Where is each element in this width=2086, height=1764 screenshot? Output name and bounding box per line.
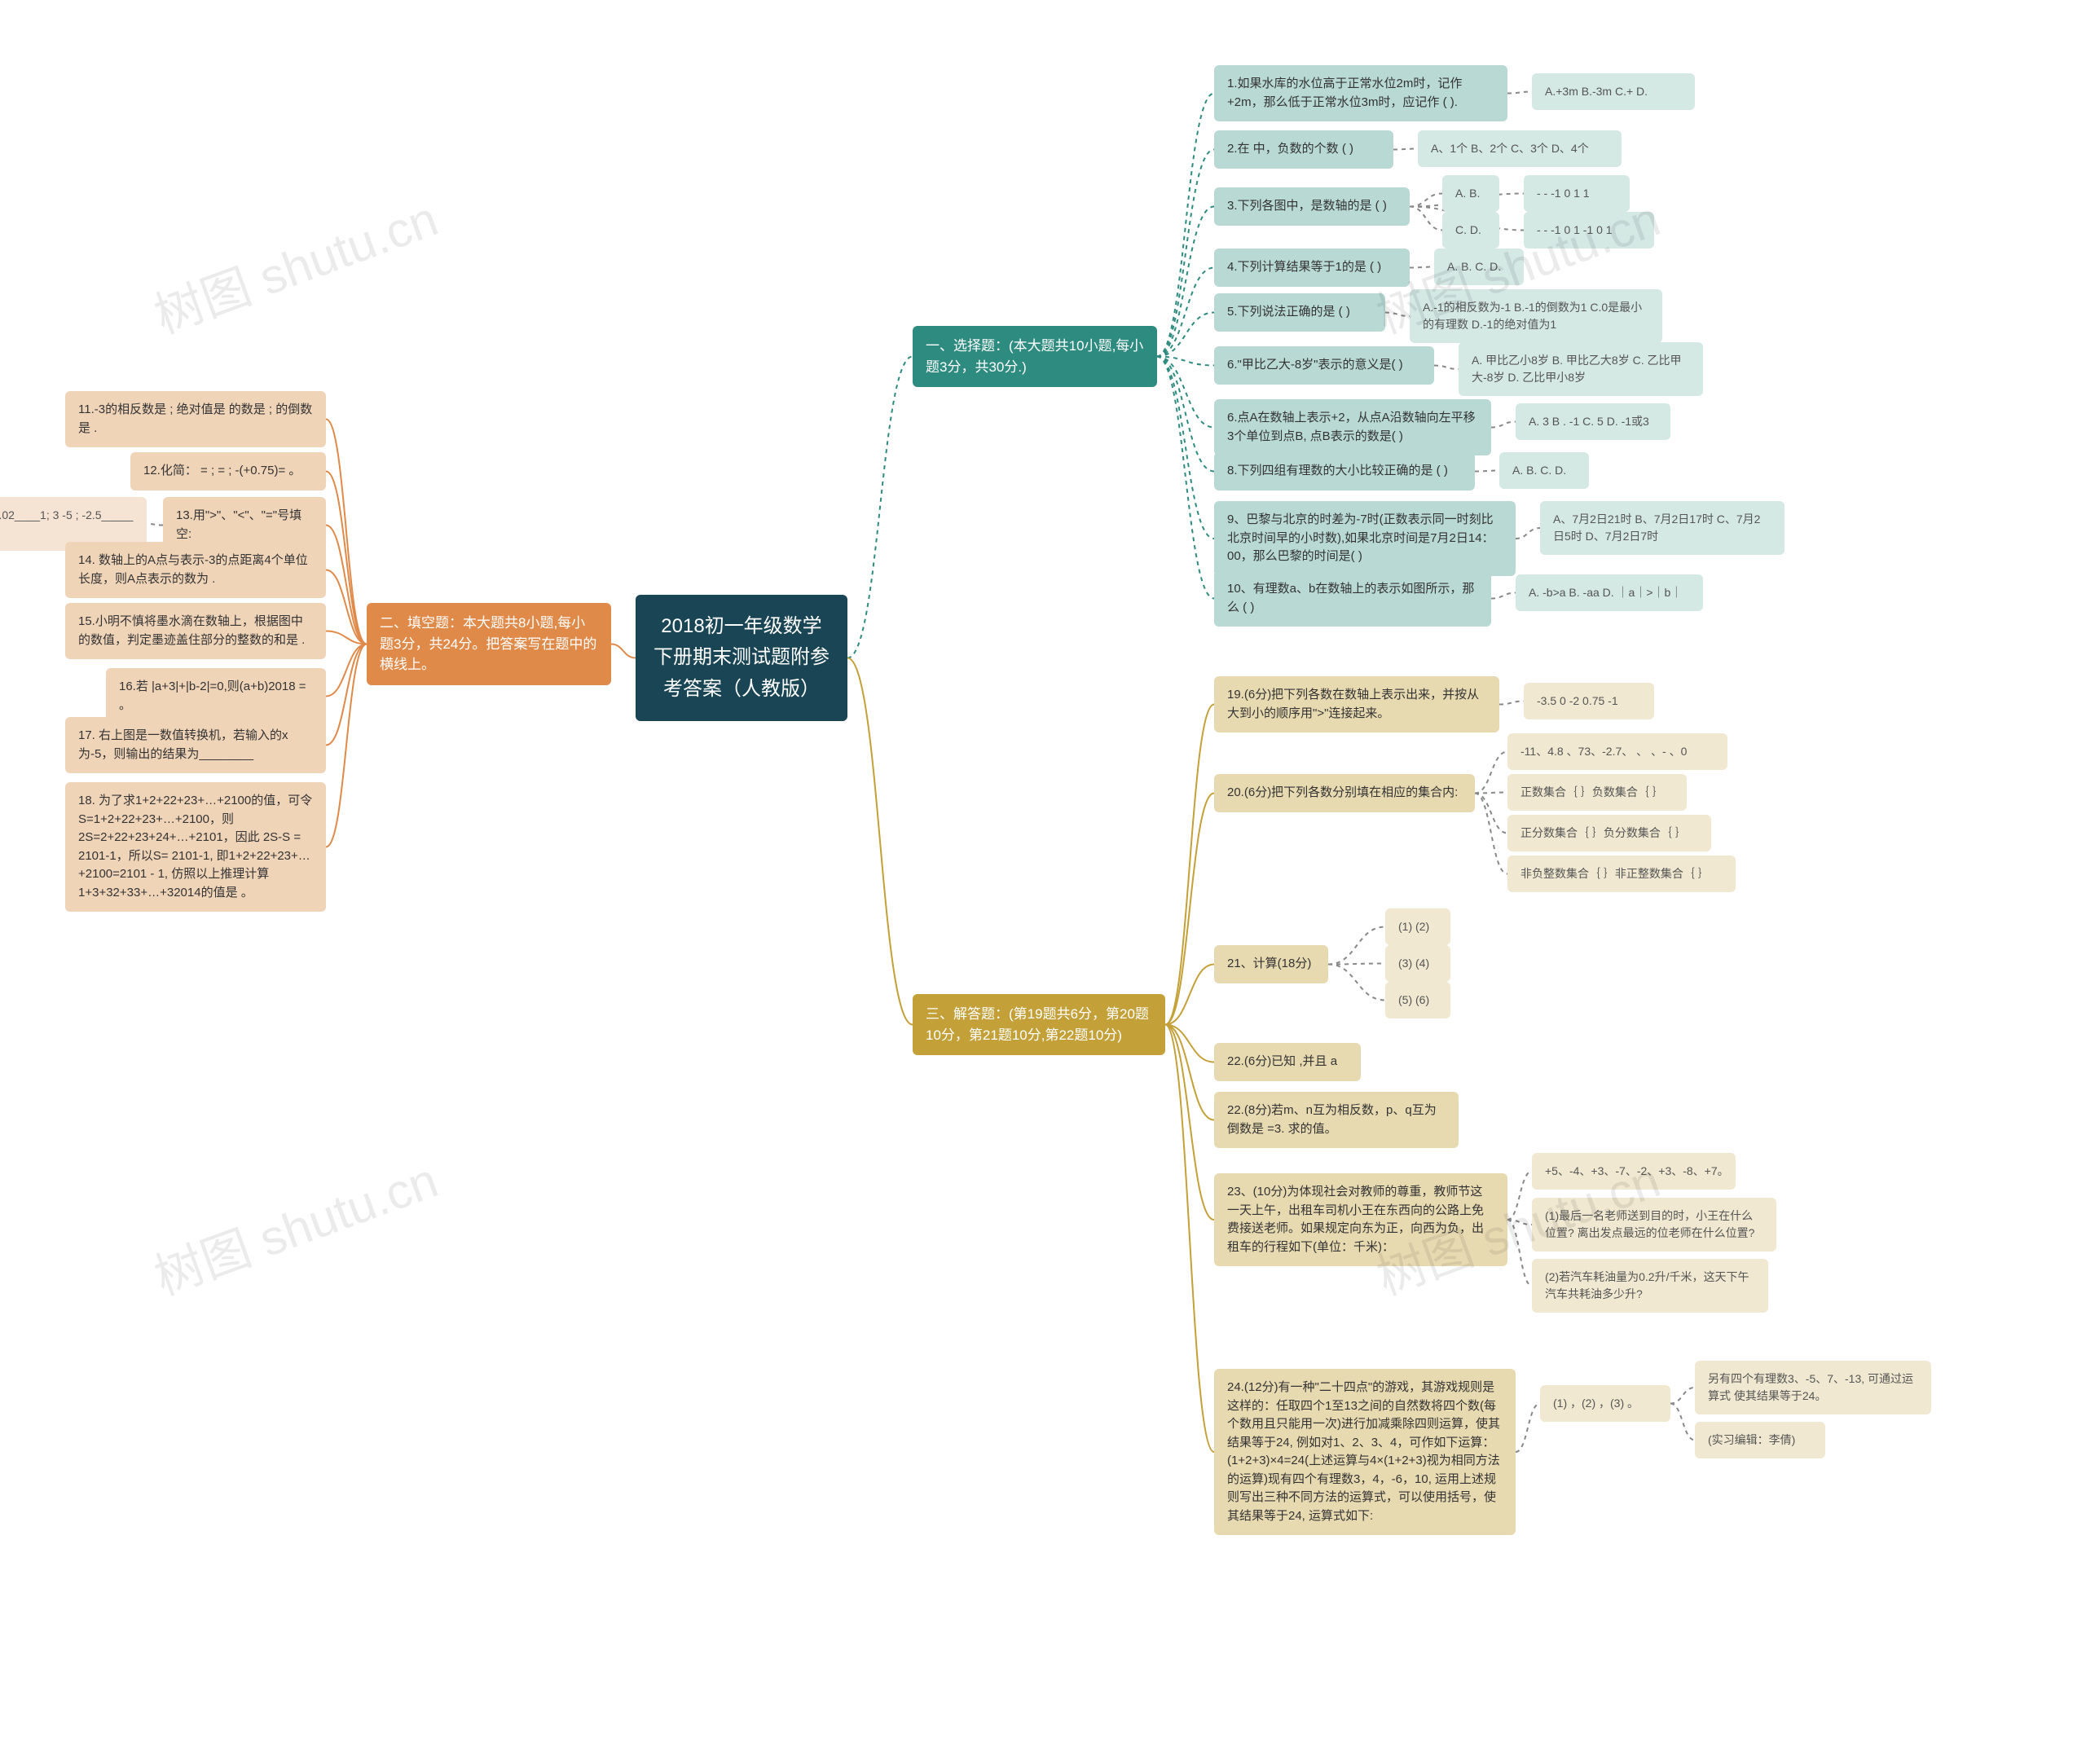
section-3-branch-5-leaf-1: (1)最后一名老师送到目的时，小王在什么位置? 离出发点最远的位老师在什么位置? <box>1532 1198 1776 1252</box>
section-3-branch-5-leaf-0: +5、-4、+3、-7、-2、+3、-8、+7。 <box>1532 1153 1736 1190</box>
section-3-branch-2-leaf-2: (5) (6) <box>1385 982 1450 1018</box>
section-3-branch-2-leaf-0: (1) (2) <box>1385 908 1450 945</box>
section-3-branch-5: 23、(10分)为体现社会对教师的尊重，教师节这一天上午，出租车司机小王在东西向… <box>1214 1173 1507 1266</box>
section-1-branch-7-leaf-0: A. B. C. D. <box>1499 452 1589 489</box>
section-3-branch-2-leaf-1: (3) (4) <box>1385 945 1450 982</box>
section-2-branch-7: 18. 为了求1+2+22+23+…+2100的值，可令S=1+2+22+23+… <box>65 782 326 912</box>
section-1-branch-9-leaf-0: A. -b>a B. -aa D. ｜a｜>｜b｜ <box>1516 574 1703 611</box>
root-node: 2018初一年级数学下册期末测试题附参考答案（人教版） <box>636 595 847 721</box>
section-2-branch-5: 16.若 |a+3|+|b-2|=0,则(a+b)2018 = 。 <box>106 668 326 724</box>
section-3-branch-1-leaf-0: -11、4.8 、73、-2.7、 、 、- 、0 <box>1507 733 1727 770</box>
section-1-branch-9: 10、有理数a、b在数轴上的表示如图所示，那么 ( ) <box>1214 570 1491 627</box>
section-1: 一、选择题：(本大题共10小题,每小题3分，共30分.) <box>913 326 1157 387</box>
section-3-branch-4: 22.(8分)若m、n互为相反数，p、q互为倒数是 =3. 求的值。 <box>1214 1092 1459 1148</box>
section-1-branch-0: 1.如果水库的水位高于正常水位2m时，记作+2m，那么低于正常水位3m时，应记作… <box>1214 65 1507 121</box>
section-1-branch-6: 6.点A在数轴上表示+2，从点A沿数轴向左平移3个单位到点B, 点B表示的数是(… <box>1214 399 1491 455</box>
section-1-branch-3-leaf-0: A. B. C. D. <box>1434 249 1524 285</box>
section-1-branch-5-leaf-0: A. 甲比乙小8岁 B. 甲比乙大8岁 C. 乙比甲大-8岁 D. 乙比甲小8岁 <box>1459 342 1703 396</box>
section-1-branch-3: 4.下列计算结果等于1的是 ( ) <box>1214 249 1410 287</box>
section-2-branch-0: 11.-3的相反数是 ; 绝对值是 的数是 ; 的倒数是 . <box>65 391 326 447</box>
section-3-branch-1-leaf-3: 非负整数集合｛ ｝非正整数集合｛ ｝ <box>1507 856 1736 892</box>
section-3-branch-6-leaf-0: (1) ，(2) ，(3) 。 <box>1540 1385 1670 1422</box>
section-3-branch-0: 19.(6分)把下列各数在数轴上表示出来，并按从大到小的顺序用">"连接起来。 <box>1214 676 1499 732</box>
watermark-0: 树图 shutu.cn <box>143 179 446 347</box>
section-1-branch-1-leaf-0: A、1个 B、2个 C、3个 D、4个 <box>1418 130 1622 167</box>
section-1-branch-5: 6."甲比乙大-8岁"表示的意义是( ) <box>1214 346 1434 385</box>
section-3-branch-5-leaf-2: (2)若汽车耗油量为0.2升/千米，这天下午汽车共耗油多少升? <box>1532 1259 1768 1313</box>
section-3-branch-2: 21、计算(18分) <box>1214 945 1328 983</box>
section-1-branch-4: 5.下列说法正确的是 ( ) <box>1214 293 1385 332</box>
section-3-branch-6: 24.(12分)有一种"二十四点"的游戏，其游戏规则是这样的：任取四个1至13之… <box>1214 1369 1516 1535</box>
section-2: 二、填空题：本大题共8小题,每小题3分，共24分。把答案写在题中的横线上。 <box>367 603 611 685</box>
section-1-branch-8: 9、巴黎与北京的时差为-7时(正数表示同一时刻比北京时间早的小时数),如果北京时… <box>1214 501 1516 576</box>
section-2-branch-4: 15.小明不慎将墨水滴在数轴上，根据图中的数值，判定墨迹盖住部分的整数的和是 . <box>65 603 326 659</box>
section-2-branch-6: 17. 右上图是一数值转换机，若输入的x为-5，则输出的结果为________ <box>65 717 326 773</box>
section-2-branch-1: 12.化简： = ; = ; -(+0.75)= 。 <box>130 452 326 490</box>
section-1-branch-4-leaf-0: A.-1的相反数为-1 B.-1的倒数为1 C.0是最小的有理数 D.-1的绝对… <box>1410 289 1662 343</box>
watermark-2: 树图 shutu.cn <box>143 1141 446 1309</box>
section-3-branch-1: 20.(6分)把下列各数分别填在相应的集合内: <box>1214 774 1475 812</box>
section-3-branch-6-leaf-0-sub-0: 另有四个有理数3、-5、7、-13, 可通过运算式 使其结果等于24。 <box>1695 1361 1931 1414</box>
section-1-branch-2-leaf-1: - - -1 0 1 1 <box>1524 175 1630 212</box>
section-1-branch-0-leaf-0: A.+3m B.-3m C.+ D. <box>1532 73 1695 110</box>
section-3-branch-0-leaf-0: -3.5 0 -2 0.75 -1 <box>1524 683 1654 719</box>
section-1-branch-2: 3.下列各图中，是数轴的是 ( ) <box>1214 187 1410 226</box>
section-1-branch-1: 2.在 中，负数的个数 ( ) <box>1214 130 1393 169</box>
section-3-branch-3: 22.(6分)已知 ,并且 a <box>1214 1043 1361 1081</box>
section-1-branch-8-leaf-0: A、7月2日21时 B、7月2日17时 C、7月2日5时 D、7月2日7时 <box>1540 501 1785 555</box>
section-1-branch-2-leaf-0: A. B. <box>1442 175 1499 212</box>
section-3-branch-6-leaf-0-sub-1: (实习编辑：李倩) <box>1695 1422 1825 1458</box>
section-1-branch-2-leaf-3: - - -1 0 1 -1 0 1 <box>1524 212 1654 249</box>
section-3: 三、解答题：(第19题共6分，第20题10分，第21题10分,第22题10分) <box>913 994 1165 1055</box>
section-2-branch-3: 14. 数轴上的A点与表示-3的点距离4个单位长度，则A点表示的数为 . <box>65 542 326 598</box>
section-3-branch-1-leaf-1: 正数集合｛ ｝负数集合｛ ｝ <box>1507 774 1687 811</box>
section-1-branch-7: 8.下列四组有理数的大小比较正确的是 ( ) <box>1214 452 1475 490</box>
section-1-branch-6-leaf-0: A. 3 B . -1 C. 5 D. -1或3 <box>1516 403 1670 440</box>
section-3-branch-1-leaf-2: 正分数集合｛ ｝负分数集合｛ ｝ <box>1507 815 1711 851</box>
section-1-branch-2-leaf-2: C. D. <box>1442 212 1499 249</box>
